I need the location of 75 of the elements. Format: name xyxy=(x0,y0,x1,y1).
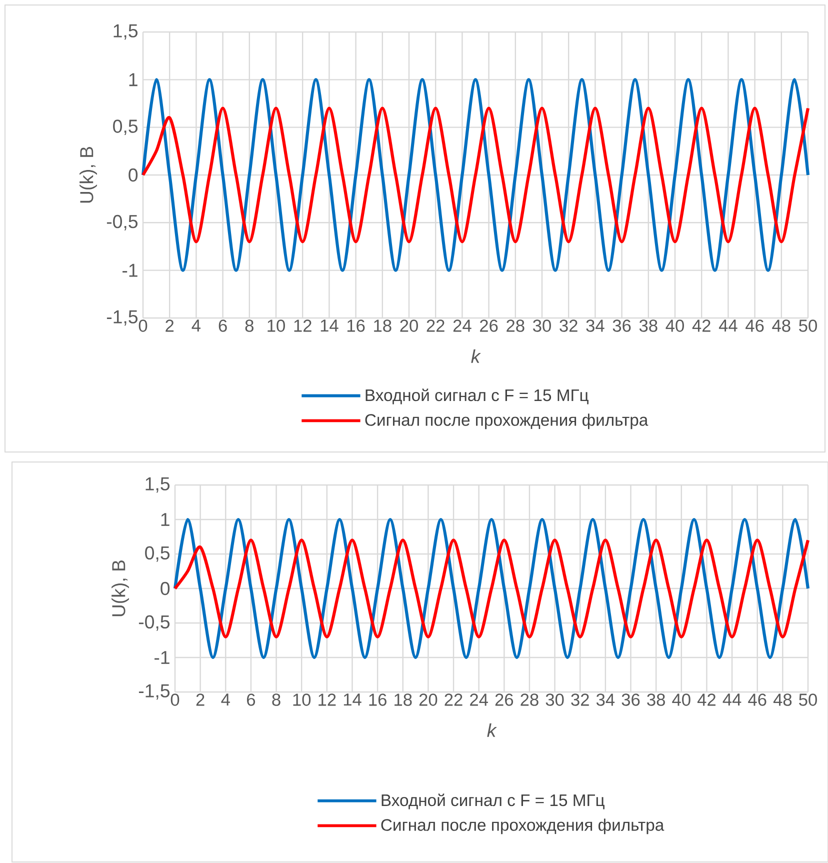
legend-label: Сигнал после прохождения фильтра xyxy=(381,818,664,834)
x-tick-label: 44 xyxy=(718,320,738,332)
x-tick-label: 36 xyxy=(622,694,640,706)
x-tick-label: 14 xyxy=(320,320,338,332)
x-tick-label: 38 xyxy=(639,320,658,332)
x-tick-label: 48 xyxy=(772,320,790,332)
x-tick-label: 2 xyxy=(196,694,204,706)
x-tick-label: 30 xyxy=(546,694,564,706)
y-tick-label: -1 xyxy=(122,264,138,277)
y-tick-label: 1 xyxy=(129,73,138,86)
x-tick-label: 16 xyxy=(347,320,364,332)
x-tick-label: 32 xyxy=(570,694,589,706)
x-tick-label: 24 xyxy=(453,320,472,332)
x-tick-label: 18 xyxy=(374,320,392,332)
x-tick-label: 4 xyxy=(220,694,230,706)
x-tick-label: 6 xyxy=(218,320,227,332)
x-tick-label: 38 xyxy=(646,694,665,706)
x-tick-label: 22 xyxy=(426,320,444,332)
y-tick-label: 1,5 xyxy=(114,24,138,40)
x-tick-label: 24 xyxy=(470,694,488,706)
x-tick-label: 26 xyxy=(480,320,498,332)
y-tick-label: -0,5 xyxy=(138,615,170,631)
x-tick-label: 12 xyxy=(318,694,336,706)
line-series xyxy=(173,538,810,638)
x-tick-label: 20 xyxy=(400,320,418,332)
x-tick-label: 40 xyxy=(666,320,684,332)
y-tick-label: -1,5 xyxy=(138,684,170,700)
x-tick-label: 12 xyxy=(294,320,312,332)
y-tick-label: 1 xyxy=(161,513,170,526)
x-tick-label: 44 xyxy=(722,694,741,706)
x-tick-label: 30 xyxy=(532,320,551,332)
x-tick-label: 18 xyxy=(394,694,412,706)
x-tick-label: 36 xyxy=(612,320,630,332)
x-tick-label: 2 xyxy=(165,320,174,332)
x-tick-label: 26 xyxy=(495,694,513,706)
x-tick-label: 10 xyxy=(267,320,285,332)
x-tick-label: 22 xyxy=(444,694,462,706)
y-tick-label: 0 xyxy=(128,168,138,182)
y-tick-label: 0,5 xyxy=(112,120,138,136)
y-tick-label: -1,5 xyxy=(106,310,138,326)
x-tick-label: 28 xyxy=(506,320,524,332)
x-tick-label: 10 xyxy=(293,694,310,706)
x-tick-label: 8 xyxy=(245,320,254,332)
legend-label: Входной сигнал с F = 15 МГц xyxy=(382,794,604,810)
line-series xyxy=(141,106,810,244)
legend-label: Входной сигнал с F = 15 МГц xyxy=(366,388,588,404)
y-tick-label: -1 xyxy=(154,651,170,664)
x-tick-label: 50 xyxy=(798,694,817,706)
x-tick-label: 20 xyxy=(419,694,437,706)
y-tick-label: -0,5 xyxy=(106,214,138,230)
x-tick-label: 14 xyxy=(344,694,362,706)
x-tick-label: 34 xyxy=(596,694,614,706)
x-tick-label: 32 xyxy=(559,320,578,332)
x-tick-label: 8 xyxy=(272,694,280,706)
x-axis-title: k xyxy=(486,723,497,737)
x-tick-label: 50 xyxy=(798,320,817,332)
x-tick-label: 4 xyxy=(192,320,200,332)
x-tick-label: 46 xyxy=(745,320,764,332)
x-tick-label: 28 xyxy=(520,694,538,706)
x-tick-label: 46 xyxy=(748,694,766,706)
y-axis-title: U(k), В xyxy=(79,146,97,203)
x-tick-label: 40 xyxy=(672,694,690,706)
legend-label: Сигнал после прохождения фильтра xyxy=(365,414,648,430)
x-tick-label: 6 xyxy=(246,694,255,706)
x-tick-label: 42 xyxy=(697,694,716,706)
x-tick-label: 34 xyxy=(586,320,604,332)
y-tick-label: 0 xyxy=(160,582,170,596)
y-axis-title: U(k), В xyxy=(111,560,129,616)
y-tick-label: 1,5 xyxy=(146,477,170,493)
x-tick-label: 42 xyxy=(692,320,710,332)
x-tick-label: 16 xyxy=(369,694,386,706)
y-tick-label: 0,5 xyxy=(144,546,170,562)
x-tick-label: 0 xyxy=(170,694,179,706)
x-axis-title: k xyxy=(470,349,481,363)
x-tick-label: 48 xyxy=(773,694,792,706)
